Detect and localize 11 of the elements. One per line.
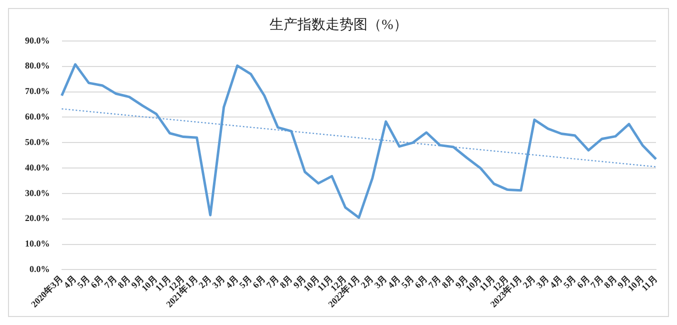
y-tick-label: 20.0% xyxy=(25,213,50,224)
y-tick-label: 30.0% xyxy=(25,188,50,198)
chart-title: 生产指数走势图（%） xyxy=(270,17,408,33)
y-tick-label: 90.0% xyxy=(25,35,50,46)
y-tick-label: 50.0% xyxy=(25,136,50,147)
y-tick-label: 80.0% xyxy=(25,60,50,71)
y-tick-label: 40.0% xyxy=(25,162,50,172)
y-tick-label: 70.0% xyxy=(25,86,50,96)
y-tick-label: 60.0% xyxy=(25,112,50,122)
y-tick-label: 0.0% xyxy=(30,264,50,274)
y-tick-label: 10.0% xyxy=(25,238,50,249)
